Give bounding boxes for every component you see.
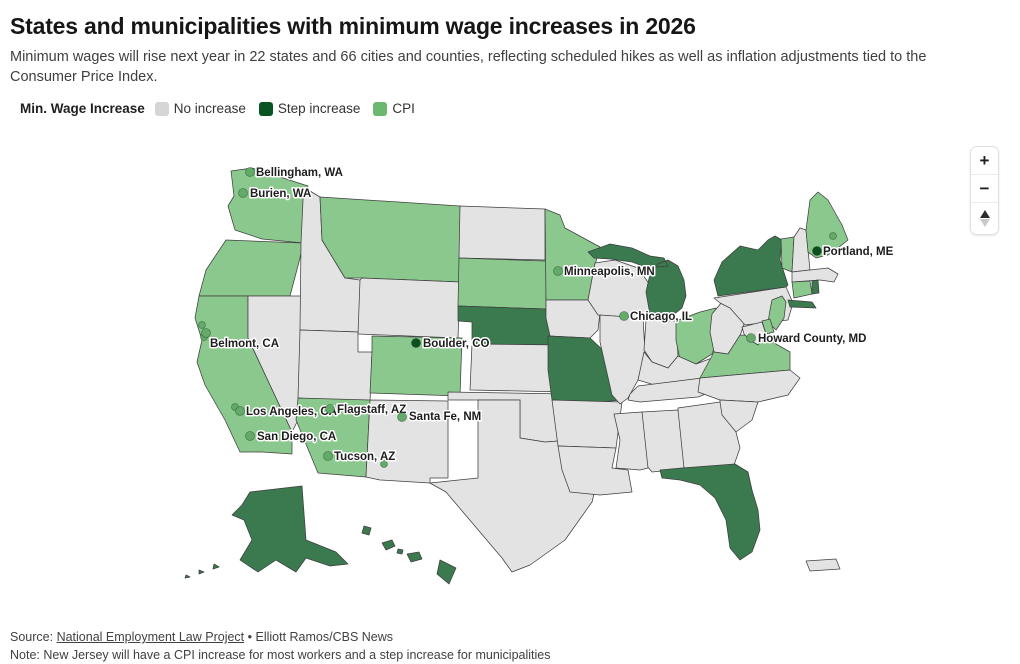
city-dot-bellingham[interactable] (245, 167, 255, 177)
city-label-portland-me: Portland, ME (823, 246, 894, 258)
state-OH[interactable] (675, 307, 721, 365)
no-increase-swatch (154, 101, 169, 116)
city-dot-los-angeles[interactable] (235, 406, 245, 416)
cpi-label: CPI (392, 101, 415, 117)
state-WA[interactable] (227, 167, 309, 244)
us-map-canvas[interactable]: Bellingham, WA Burien, WA Belmont, CA Los A… (0, 140, 1020, 610)
zoom-in-button[interactable]: + (971, 147, 998, 175)
step-increase-label: Step increase (277, 101, 361, 117)
city-dot-burien[interactable] (238, 188, 248, 198)
state-IL[interactable] (599, 314, 646, 405)
source-label: Source: (10, 630, 57, 644)
city-label-tucson: Tucson, AZ (334, 451, 395, 463)
state-RI[interactable] (811, 279, 820, 295)
legend-title: Min. Wage Increase (20, 101, 145, 117)
source-line: Source: National Employment Law Project … (10, 628, 1010, 646)
city-label-flagstaff: Flagstaff, AZ (337, 404, 406, 416)
state-SD[interactable] (457, 257, 547, 310)
state-AZ[interactable] (295, 397, 371, 478)
step-increase-swatch (258, 101, 273, 116)
page-title: States and municipalities with minimum w… (10, 13, 696, 39)
state-WY[interactable] (357, 277, 461, 339)
city-label-belmont: Belmont, CA (210, 338, 279, 350)
state-MS[interactable] (613, 411, 649, 471)
city-label-howard-county: Howard County, MD (758, 333, 866, 345)
city-dot[interactable] (380, 460, 388, 468)
zoom-out-button[interactable]: − (971, 175, 998, 203)
city-dot-boulder[interactable] (411, 338, 421, 348)
state-LA[interactable] (557, 445, 633, 496)
state-ND[interactable] (458, 205, 546, 261)
legend-item-no-increase: No increase (154, 101, 246, 117)
footer: Source: National Employment Law Project … (10, 628, 1010, 664)
source-link[interactable]: National Employment Law Project (56, 630, 245, 644)
city-dot-chicago[interactable] (619, 311, 629, 321)
state-NY[interactable] (713, 235, 817, 309)
city-dot-tucson[interactable] (323, 451, 333, 461)
no-increase-label: No increase (173, 101, 246, 117)
legend-item-cpi: CPI (373, 101, 415, 116)
city-dot-portland-me[interactable] (812, 246, 822, 256)
state-ME[interactable] (805, 191, 849, 259)
chart-header: States and municipalities with minimum w… (0, 0, 1020, 116)
city-dot-san-diego[interactable] (245, 431, 255, 441)
us-map[interactable]: Bellingham, WA Burien, WA Belmont, CA Los A… (0, 140, 1020, 610)
state-FL[interactable] (659, 463, 761, 561)
map-zoom-controls: + − (970, 146, 999, 235)
legend-item-step-increase: Step increase (258, 101, 361, 117)
city-label-santa-fe: Santa Fe, NM (409, 411, 481, 423)
state-MI[interactable] (587, 243, 687, 319)
city-label-bellingham: Bellingham, WA (256, 167, 343, 179)
reset-north-button[interactable] (971, 203, 998, 234)
compass-down-icon (979, 219, 990, 227)
city-dot[interactable] (198, 321, 206, 329)
state-AR[interactable] (551, 399, 623, 449)
legend: Min. Wage Increase No increase Step incr… (20, 101, 1010, 116)
state-CT[interactable] (791, 280, 813, 299)
city-dot-santa-fe[interactable] (397, 412, 407, 422)
state-MT[interactable] (319, 196, 461, 283)
state-HI[interactable] (361, 525, 457, 585)
city-label-burien: Burien, WA (250, 188, 311, 200)
cpi-swatch (373, 101, 388, 116)
city-label-los-angeles: Los Angeles, CA (246, 406, 337, 418)
state-OR[interactable] (198, 239, 304, 297)
state-CO[interactable] (369, 335, 463, 397)
city-dot-minneapolis[interactable] (553, 266, 563, 276)
state-MD[interactable] (741, 321, 767, 346)
state-NC[interactable] (697, 369, 801, 403)
city-dot-howard-county[interactable] (746, 333, 756, 343)
city-dot[interactable] (829, 232, 837, 240)
note-line: Note: New Jersey will have a CPI increas… (10, 648, 551, 663)
city-label-minneapolis: Minneapolis, MN (564, 266, 655, 278)
state-AK[interactable] (184, 485, 349, 579)
city-dot-belmont[interactable] (201, 328, 211, 338)
city-dot-flagstaff[interactable] (325, 404, 335, 414)
city-label-chicago: Chicago, IL (630, 311, 692, 323)
state-PR[interactable] (805, 558, 841, 572)
state-UT[interactable] (297, 329, 373, 403)
state-NJ[interactable] (767, 295, 787, 331)
compass-up-icon (979, 210, 990, 218)
page-subtitle: Minimum wages will rise next year in 22 … (10, 49, 927, 85)
source-byline: • Elliott Ramos/CBS News (244, 630, 394, 644)
state-AL[interactable] (641, 409, 685, 473)
city-label-san-diego: San Diego, CA (257, 431, 336, 443)
city-label-boulder: Boulder, CO (423, 338, 490, 350)
